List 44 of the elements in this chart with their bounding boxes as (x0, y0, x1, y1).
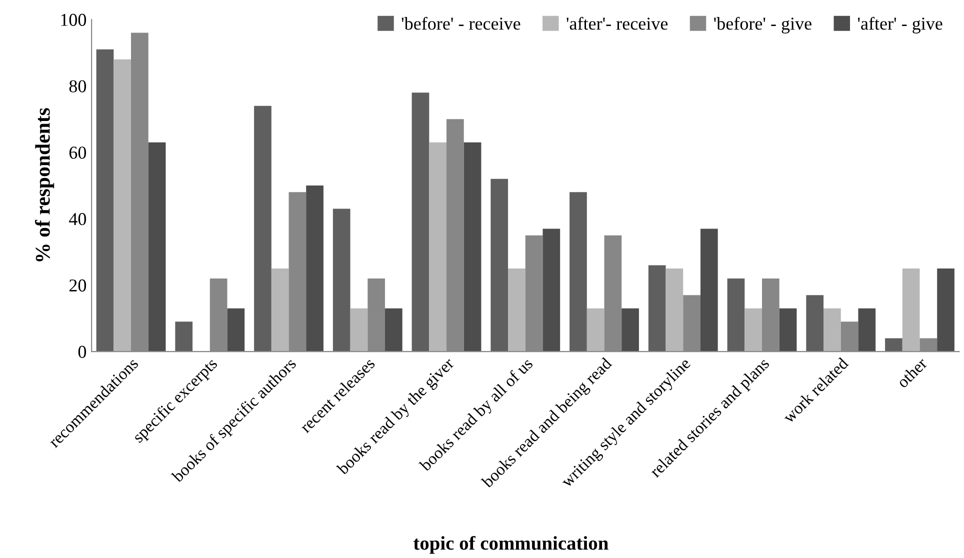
y-tick-label: 100 (61, 14, 86, 26)
bar (885, 338, 902, 352)
bar (384, 308, 402, 352)
legend-label: 'after'- receive (566, 16, 668, 30)
bar (858, 308, 876, 352)
bar (464, 142, 482, 352)
bar (306, 186, 324, 352)
x-axis-title: topic of communication (413, 536, 608, 554)
bar (902, 268, 920, 352)
bar (254, 106, 272, 352)
bar (148, 142, 166, 352)
y-tick-label: 0 (78, 346, 86, 358)
bar (332, 208, 350, 352)
bar (412, 92, 430, 352)
bar (490, 178, 508, 352)
bar (271, 268, 289, 352)
bar (806, 295, 824, 352)
legend-label: 'after' - give (858, 16, 942, 34)
bar (96, 49, 114, 352)
bar (779, 308, 797, 352)
bar (227, 308, 245, 352)
bar (824, 308, 841, 352)
bar (350, 308, 368, 352)
bar (744, 308, 762, 352)
legend-label: 'before' - receive (402, 16, 520, 30)
bar (937, 268, 954, 352)
bar (570, 192, 587, 352)
bar (114, 59, 132, 352)
bar (542, 228, 560, 352)
bar (429, 142, 447, 352)
y-axis-title: % of respondents (34, 108, 54, 262)
bar (175, 322, 193, 352)
y-tick-label: 80 (69, 80, 86, 92)
y-tick-label: 20 (69, 279, 86, 292)
bar (586, 308, 604, 352)
bar (508, 268, 526, 352)
bar (622, 308, 639, 352)
bar (648, 265, 666, 352)
bar (700, 228, 718, 352)
legend-label: 'before' - give (714, 16, 812, 34)
bar (666, 268, 684, 352)
bar (727, 278, 745, 352)
y-tick-label: 40 (69, 212, 86, 226)
y-tick-label: 60 (69, 146, 86, 159)
